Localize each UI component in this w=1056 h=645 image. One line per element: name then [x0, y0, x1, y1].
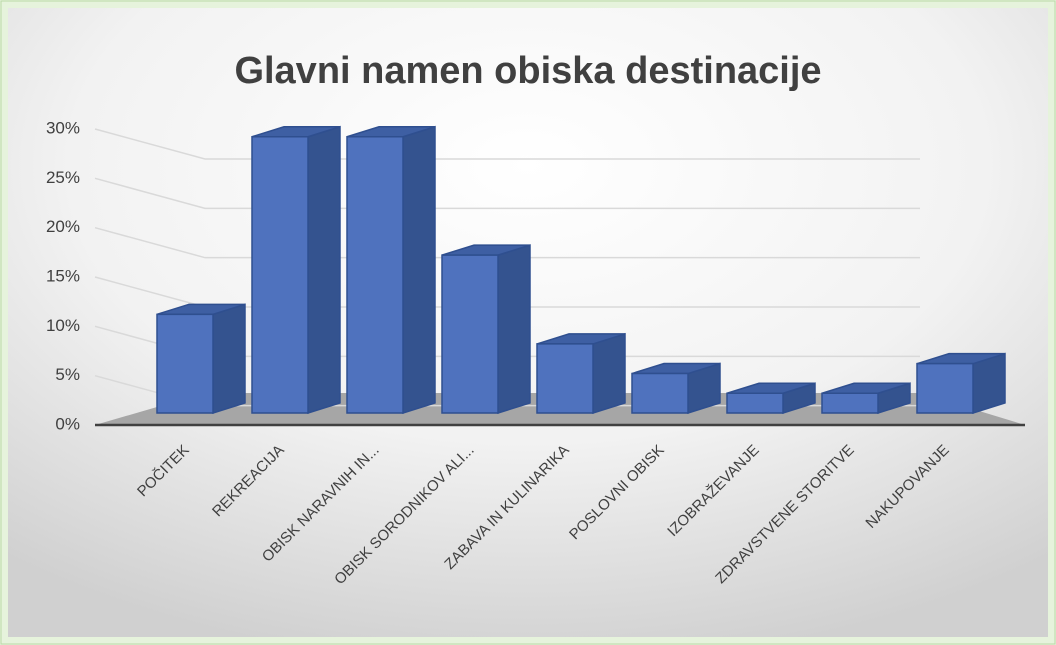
bar-front	[251, 135, 309, 414]
grid-line	[94, 128, 920, 160]
bar	[441, 244, 531, 415]
bar-front	[631, 372, 689, 414]
bar	[726, 382, 816, 415]
bar	[916, 352, 1006, 415]
bar	[346, 125, 436, 415]
bar-side	[592, 332, 626, 415]
y-tick-label: 10%	[46, 316, 80, 335]
y-tick-label: 0%	[55, 414, 80, 433]
chart-title: Glavni namen obiska destinacije	[234, 50, 821, 92]
y-tick-label: 30%	[46, 118, 80, 137]
y-tick-label: 15%	[46, 266, 80, 285]
bar	[251, 125, 341, 415]
bar-front	[536, 343, 594, 414]
bar-front	[346, 135, 404, 414]
bar	[156, 303, 246, 415]
y-tick-label: 20%	[46, 217, 80, 236]
bar-front	[821, 392, 879, 414]
bar-side	[212, 303, 246, 415]
bar-front	[726, 392, 784, 414]
bar-front	[916, 362, 974, 414]
bar	[536, 332, 626, 415]
grid-line	[94, 226, 920, 259]
bar-side	[307, 125, 341, 415]
y-tick-label: 25%	[46, 168, 80, 187]
bar	[631, 362, 721, 415]
bar-front	[441, 254, 499, 414]
grid-line	[94, 177, 920, 210]
bar-side	[497, 244, 531, 415]
bar-side	[402, 125, 436, 415]
bar	[821, 382, 911, 415]
y-tick-label: 5%	[55, 365, 80, 384]
bar-front	[156, 313, 214, 414]
